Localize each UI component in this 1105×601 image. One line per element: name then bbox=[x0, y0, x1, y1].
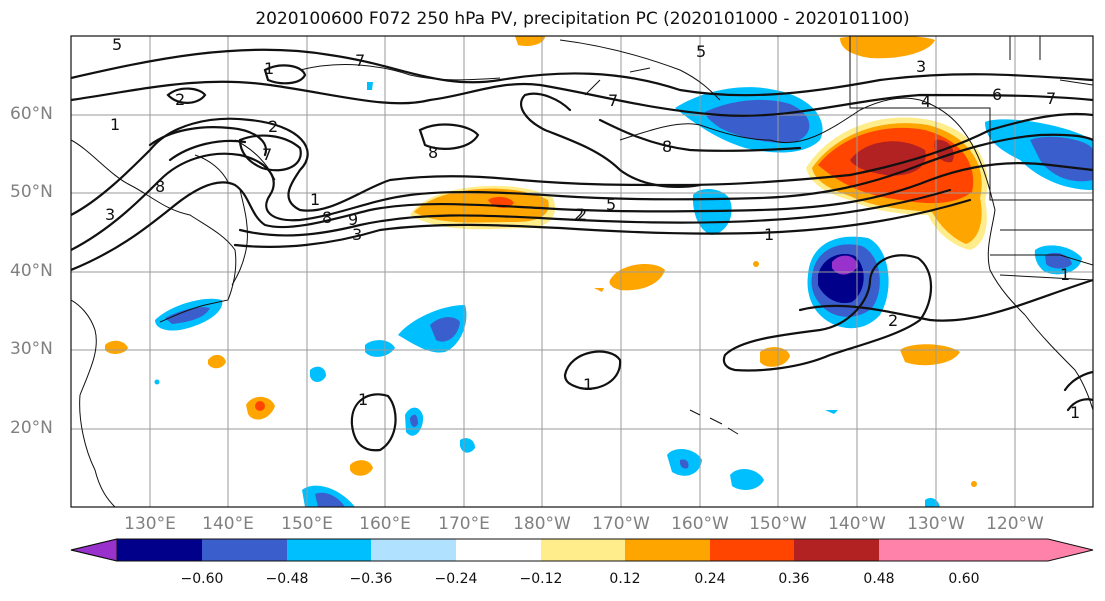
colorbar-segment bbox=[202, 539, 287, 561]
contour-label: 7 bbox=[355, 51, 365, 70]
contour-label: 8 bbox=[322, 208, 332, 227]
colorbar-tick-label: −0.60 bbox=[180, 571, 224, 587]
lon-label: 180°W bbox=[513, 514, 571, 534]
coastlines bbox=[71, 36, 1093, 507]
contour-label: 5 bbox=[112, 35, 122, 54]
lon-label: 150°E bbox=[281, 514, 333, 534]
contour-label: 5 bbox=[696, 42, 706, 61]
contour-label: 1 bbox=[110, 115, 120, 134]
colorbar-tick-label: 0.36 bbox=[778, 571, 810, 587]
lat-label-50n: 50°N bbox=[10, 182, 53, 202]
colorbar-segment bbox=[710, 539, 794, 561]
colorbar-tick-label: −0.48 bbox=[265, 571, 309, 587]
colorbar-segment bbox=[456, 539, 541, 561]
colorbar-extend-max bbox=[964, 539, 1093, 561]
contour-label: 7 bbox=[262, 145, 272, 164]
colorbar-tick-label: −0.24 bbox=[434, 571, 478, 587]
contour-label: 8 bbox=[428, 143, 438, 162]
map-frame bbox=[70, 35, 1094, 508]
lon-label: 150°W bbox=[749, 514, 807, 534]
colorbar-extend-min bbox=[70, 538, 118, 562]
contour-label: 2 bbox=[268, 117, 278, 136]
lon-label: 140°E bbox=[202, 514, 254, 534]
graticule bbox=[71, 36, 1093, 507]
contour-label: 2 bbox=[175, 90, 185, 109]
colorbar-tick-label: 0.24 bbox=[694, 571, 726, 587]
lat-label-30n: 30°N bbox=[10, 339, 53, 359]
lon-label: 120°W bbox=[986, 514, 1044, 534]
lon-label: 130°W bbox=[907, 514, 965, 534]
map-title: 2020100600 F072 250 hPa PV, precipitatio… bbox=[255, 9, 910, 29]
colorbar-segment bbox=[117, 539, 202, 561]
colorbar-segment bbox=[879, 539, 964, 561]
lon-label: 140°W bbox=[828, 514, 886, 534]
contour-label: 5 bbox=[606, 195, 616, 214]
colorbar-tick-label: −0.12 bbox=[519, 571, 563, 587]
colorbar-segment bbox=[625, 539, 710, 561]
contour-label: 1 bbox=[764, 225, 774, 244]
lat-label-60n: 60°N bbox=[10, 104, 53, 124]
colorbar-segment bbox=[287, 539, 371, 561]
contour-label: 1 bbox=[583, 375, 593, 394]
colorbar-tick-label: −0.36 bbox=[349, 571, 393, 587]
colorbar bbox=[70, 538, 1094, 562]
colorbar-segment bbox=[371, 539, 456, 561]
contour-label: 8 bbox=[662, 137, 672, 156]
contour-label: 6 bbox=[992, 85, 1002, 104]
contour-label: 9 bbox=[348, 210, 358, 229]
contour-label: 2 bbox=[888, 311, 898, 330]
contour-label: 2 bbox=[574, 205, 584, 224]
lat-label-40n: 40°N bbox=[10, 261, 53, 281]
colorbar-tick-label: 0.60 bbox=[948, 571, 980, 587]
contour-label: 8 bbox=[155, 177, 165, 196]
lon-label: 170°W bbox=[592, 514, 650, 534]
lon-label: 130°E bbox=[124, 514, 176, 534]
contour-labels: 5 1 2 7 3 8 7 2 1 8 9 1 3 8 7 8 2 5 1 5 … bbox=[105, 35, 1080, 422]
contour-label: 7 bbox=[1046, 89, 1056, 108]
contour-label: 7 bbox=[608, 91, 618, 110]
contour-label: 3 bbox=[352, 225, 362, 244]
contour-label: 2 bbox=[577, 205, 587, 224]
contour-label: 1 bbox=[1060, 265, 1070, 284]
lon-label: 160°E bbox=[359, 514, 411, 534]
colorbar-segment bbox=[794, 539, 879, 561]
lon-label: 170°E bbox=[438, 514, 490, 534]
contour-label: 3 bbox=[916, 57, 926, 76]
colorbar-segment bbox=[541, 539, 625, 561]
contour-label: 1 bbox=[1070, 403, 1080, 422]
lat-label-20n: 20°N bbox=[10, 418, 53, 438]
contour-label: 4 bbox=[921, 92, 931, 111]
lon-label: 160°W bbox=[671, 514, 729, 534]
precip-negative-shading bbox=[154, 82, 1093, 507]
colorbar-tick-label: 0.12 bbox=[609, 571, 641, 587]
pv-contours bbox=[71, 48, 1093, 452]
contour-label: 1 bbox=[310, 190, 320, 209]
contour-label: 1 bbox=[264, 59, 274, 78]
contour-label: 1 bbox=[358, 390, 368, 409]
contour-label: 3 bbox=[105, 205, 115, 224]
colorbar-tick-label: 0.48 bbox=[863, 571, 895, 587]
